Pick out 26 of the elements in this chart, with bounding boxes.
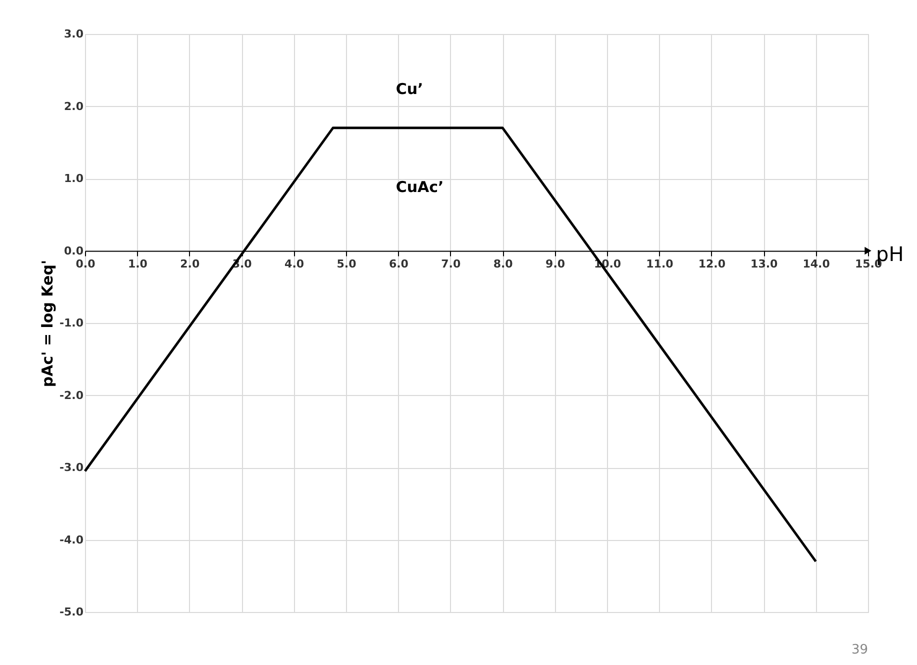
x-tick-label: 1.0 (128, 257, 148, 270)
x-tick-label: 6.0 (388, 257, 409, 270)
x-tick-label: 5.0 (336, 257, 357, 270)
y-tick-label: -5.0 (59, 606, 84, 618)
text: 39 (851, 642, 868, 658)
y-tick-label: -2.0 (59, 388, 84, 402)
y-tick-label: 1.0 (64, 172, 84, 185)
x-tick-label: 4.0 (284, 257, 304, 270)
y-tick-label: -3.0 (59, 461, 84, 474)
x-tick-label: 12.0 (698, 257, 726, 270)
y-tick-label: -1.0 (59, 316, 84, 330)
annotation: Cu’ (396, 80, 424, 98)
x-tick-label: 8.0 (493, 257, 514, 270)
x-tick-label: 7.0 (441, 257, 461, 270)
y-tick-label: -4.0 (59, 533, 84, 546)
annotation: CuAc’ (396, 178, 444, 196)
x-tick-label: 2.0 (180, 257, 200, 270)
y-tick-label: 2.0 (64, 100, 84, 113)
x-tick-label: 13.0 (750, 257, 778, 270)
x-tick-label: 14.0 (802, 257, 830, 270)
x-tick-label: 11.0 (646, 257, 674, 270)
x-tick-label: 9.0 (546, 257, 566, 270)
y-axis-title: pAc' = log Keq' (38, 260, 56, 388)
x-tick-label: 0.0 (76, 257, 96, 270)
y-tick-label: 0.0 (64, 244, 84, 258)
y-tick-label: 3.0 (64, 28, 84, 40)
